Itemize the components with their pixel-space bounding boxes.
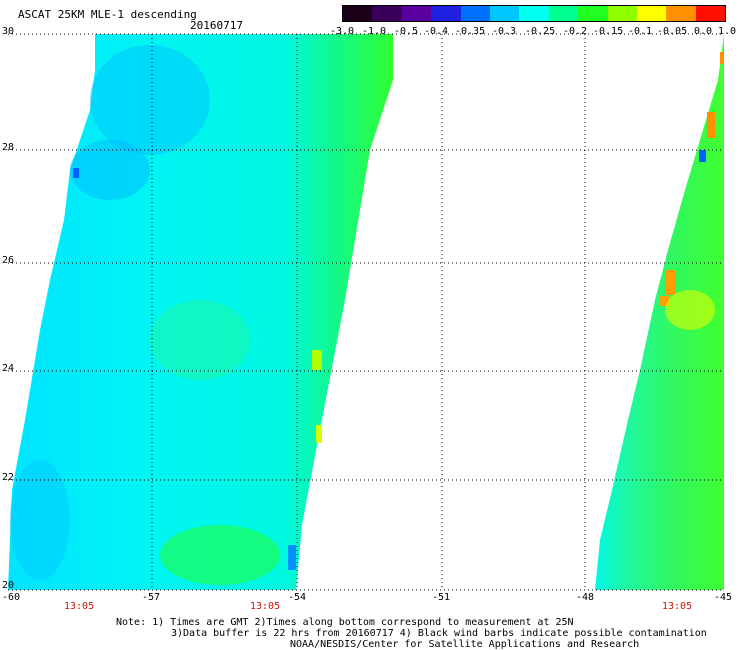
lon-label: -48 [576, 592, 595, 603]
colorbar-labels: -3.0 -1.0 -0.5 -0.4 -0.35 -0.3 -0.25 -0.… [330, 26, 740, 38]
colorbar-label: 0.0 [694, 26, 713, 37]
right-swath-yellow-patch [665, 290, 715, 330]
colorbar-label: 1.0 [718, 26, 737, 37]
note-line-2: 3)Data buffer is 22 hrs from 20160717 4)… [171, 628, 707, 639]
lat-label: 20 [2, 580, 15, 591]
left-swath-yellow-pixel [316, 425, 322, 443]
colorbar-label: -0.5 [394, 26, 419, 37]
colorbar-label: -0.4 [424, 26, 449, 37]
note-line-1: Note: 1) Times are GMT 2)Times along bot… [116, 617, 574, 628]
colorbar-label: -0.05 [657, 26, 688, 37]
lat-label: 28 [2, 142, 15, 153]
colorbar-swatch [431, 6, 461, 21]
colorbar-label: -0.3 [492, 26, 517, 37]
left-swath-blue-pixel [288, 545, 296, 570]
colorbar-swatch [695, 6, 726, 21]
colorbar-label: -3.0 [330, 26, 355, 37]
note-line-3: NOAA/NESDIS/Center for Satellite Applica… [290, 639, 640, 650]
pass-time: 13:05 [64, 601, 95, 612]
pass-time: 13:05 [250, 601, 281, 612]
lon-label: -60 [2, 592, 21, 603]
colorbar-label: -0.2 [563, 26, 588, 37]
right-swath-blue-pixel [699, 150, 706, 162]
right-swath-orange-pixel [707, 112, 715, 138]
right-swath [595, 34, 724, 590]
lat-label: 30 [2, 26, 15, 37]
colorbar-label: -0.35 [455, 26, 486, 37]
colorbar [342, 5, 726, 22]
right-swath-orange-pixel [659, 296, 669, 306]
lon-label: -57 [142, 592, 161, 603]
colorbar-label: -1.0 [362, 26, 387, 37]
colorbar-swatch [401, 6, 432, 21]
colorbar-swatch [636, 6, 667, 21]
colorbar-label: -0.25 [525, 26, 556, 37]
colorbar-label: -0.1 [628, 26, 653, 37]
right-swath-orange-pixel [665, 270, 675, 295]
left-swath-blue-pixel [73, 168, 79, 178]
right-swath-orange-pixel [720, 52, 724, 64]
colorbar-swatch [519, 6, 549, 21]
lat-label: 24 [2, 363, 15, 374]
colorbar-swatch [548, 6, 579, 21]
map-title: ASCAT 25KM MLE-1 descending [18, 8, 197, 21]
colorbar-swatch [372, 6, 402, 21]
right-swath-fill [595, 34, 724, 590]
colorbar-swatch [343, 6, 373, 21]
colorbar-swatch [489, 6, 520, 21]
colorbar-swatch [666, 6, 696, 21]
left-swath-yellow-pixel [312, 350, 322, 370]
lon-label: -54 [288, 592, 307, 603]
lon-label: -51 [432, 592, 451, 603]
map-date: 20160717 [190, 19, 243, 32]
left-swath-blue-patch [10, 460, 70, 580]
left-swath-green-patch [150, 300, 250, 380]
map-grid [8, 34, 724, 590]
left-swath-blue-patch [70, 140, 150, 200]
lat-label: 26 [2, 255, 15, 266]
lat-label: 22 [2, 472, 15, 483]
colorbar-swatch [460, 6, 490, 21]
pass-time: 13:05 [662, 601, 693, 612]
left-swath-blue-patch [90, 45, 210, 155]
left-swath-green-patch [160, 525, 280, 585]
left-swath [8, 34, 393, 590]
colorbar-swatch [607, 6, 637, 21]
colorbar-label: -0.15 [593, 26, 624, 37]
lon-label: -45 [714, 592, 733, 603]
colorbar-swatch [578, 6, 608, 21]
